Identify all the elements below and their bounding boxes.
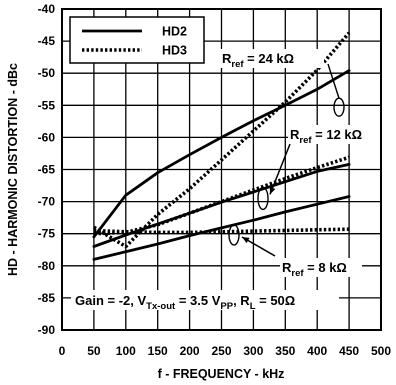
y-tick-label: -60 <box>38 130 56 144</box>
rref-24k-label-prefix: R <box>222 51 232 66</box>
rref-8k-label: Rref = 8 kΩ <box>282 260 347 279</box>
y-tick-label: -40 <box>38 2 56 16</box>
y-tick-label: -85 <box>38 291 56 305</box>
y-axis-title: HD - HARMONIC DISTORTION - dBc <box>6 63 20 276</box>
series-line-hd3-12k <box>93 155 350 236</box>
rref-8k-label-bg <box>280 258 362 277</box>
conditions-part3: , R <box>233 293 250 308</box>
y-tick-label: -70 <box>38 195 56 209</box>
y-tick-label: -55 <box>38 98 56 112</box>
rref-8k-label-subscript: ref <box>291 268 304 279</box>
y-tick-label: -90 <box>38 323 56 337</box>
rref-24k-loop <box>333 97 345 117</box>
rref-12k-label-value: = 12 kΩ <box>312 127 363 142</box>
conditions-sub3: L <box>250 301 256 312</box>
y-tick-label: -75 <box>38 227 56 241</box>
x-tick-label: 100 <box>116 344 136 358</box>
conditions-sub2: PP <box>220 301 233 312</box>
rref-12k-arrow-line <box>269 143 291 195</box>
y-tick-label: -50 <box>38 66 56 80</box>
plot-frame <box>61 8 382 331</box>
legend-label-hd3: HD3 <box>162 44 187 58</box>
x-tick-label: 150 <box>148 344 168 358</box>
y-tick-label: -45 <box>38 34 56 48</box>
conditions-label: Gain = -2, VTx-out = 3.5 VPP, RL = 50Ω <box>75 293 295 312</box>
conditions-part2: = 3.5 V <box>175 293 220 308</box>
rref-8k-arrow-head <box>242 236 250 244</box>
tick-labels: 0 50 100 150 200 250 300 350 400 450 500 -40 -45 -50 -… <box>38 2 392 358</box>
rref-8k-loop <box>228 224 240 246</box>
conditions-bg <box>71 290 339 310</box>
legend-box <box>69 16 205 64</box>
conditions-part4: = 50Ω <box>256 293 296 308</box>
series-line-hd3-24k <box>92 31 351 249</box>
series-line-hd3-8k <box>93 227 350 235</box>
data-series <box>92 31 351 261</box>
axis-titles: f - FREQUENCY - kHz HD - HARMONIC DISTORT… <box>6 63 284 381</box>
x-tick-label: 350 <box>275 344 295 358</box>
x-tick-label: 400 <box>307 344 327 358</box>
conditions-sub1: Tx-out <box>146 301 176 312</box>
conditions-part1: Gain = -2, V <box>75 293 146 308</box>
rref-24k-label-bg <box>220 49 324 68</box>
x-tick-label: 0 <box>59 344 66 358</box>
x-tick-label: 200 <box>180 344 200 358</box>
x-tick-label: 50 <box>87 344 101 358</box>
rref-12k-loop <box>257 186 269 211</box>
rref-12k-arrow-head <box>269 186 276 195</box>
rref-24k-label-value: = 24 kΩ <box>244 51 295 66</box>
rref-8k-label-value: = 8 kΩ <box>304 260 347 275</box>
x-tick-label: 250 <box>211 344 231 358</box>
series-line-hd2-24k <box>92 69 351 239</box>
rref-8k-label-prefix: R <box>282 260 292 275</box>
rref-24k-label: Rref = 24 kΩ <box>222 51 294 70</box>
x-tick-label: 450 <box>339 344 359 358</box>
rref-24k-label-subscript: ref <box>231 59 244 70</box>
x-axis-title: f - FREQUENCY - kHz <box>158 367 285 381</box>
x-tick-label: 500 <box>371 344 391 358</box>
rref-12k-label: Rref = 12 kΩ <box>290 127 362 146</box>
series-line-hd2-8k <box>92 195 351 261</box>
rref-24k-leader <box>327 63 340 99</box>
legend-label-hd2: HD2 <box>162 25 187 39</box>
y-tick-label: -65 <box>38 163 56 177</box>
y-tick-label: -80 <box>38 259 56 273</box>
x-tick-label: 300 <box>243 344 263 358</box>
rref-12k-label-prefix: R <box>290 127 300 142</box>
rref-12k-label-subscript: ref <box>299 135 312 146</box>
rref-12k-label-bg <box>288 125 380 144</box>
plot-border <box>61 8 382 331</box>
